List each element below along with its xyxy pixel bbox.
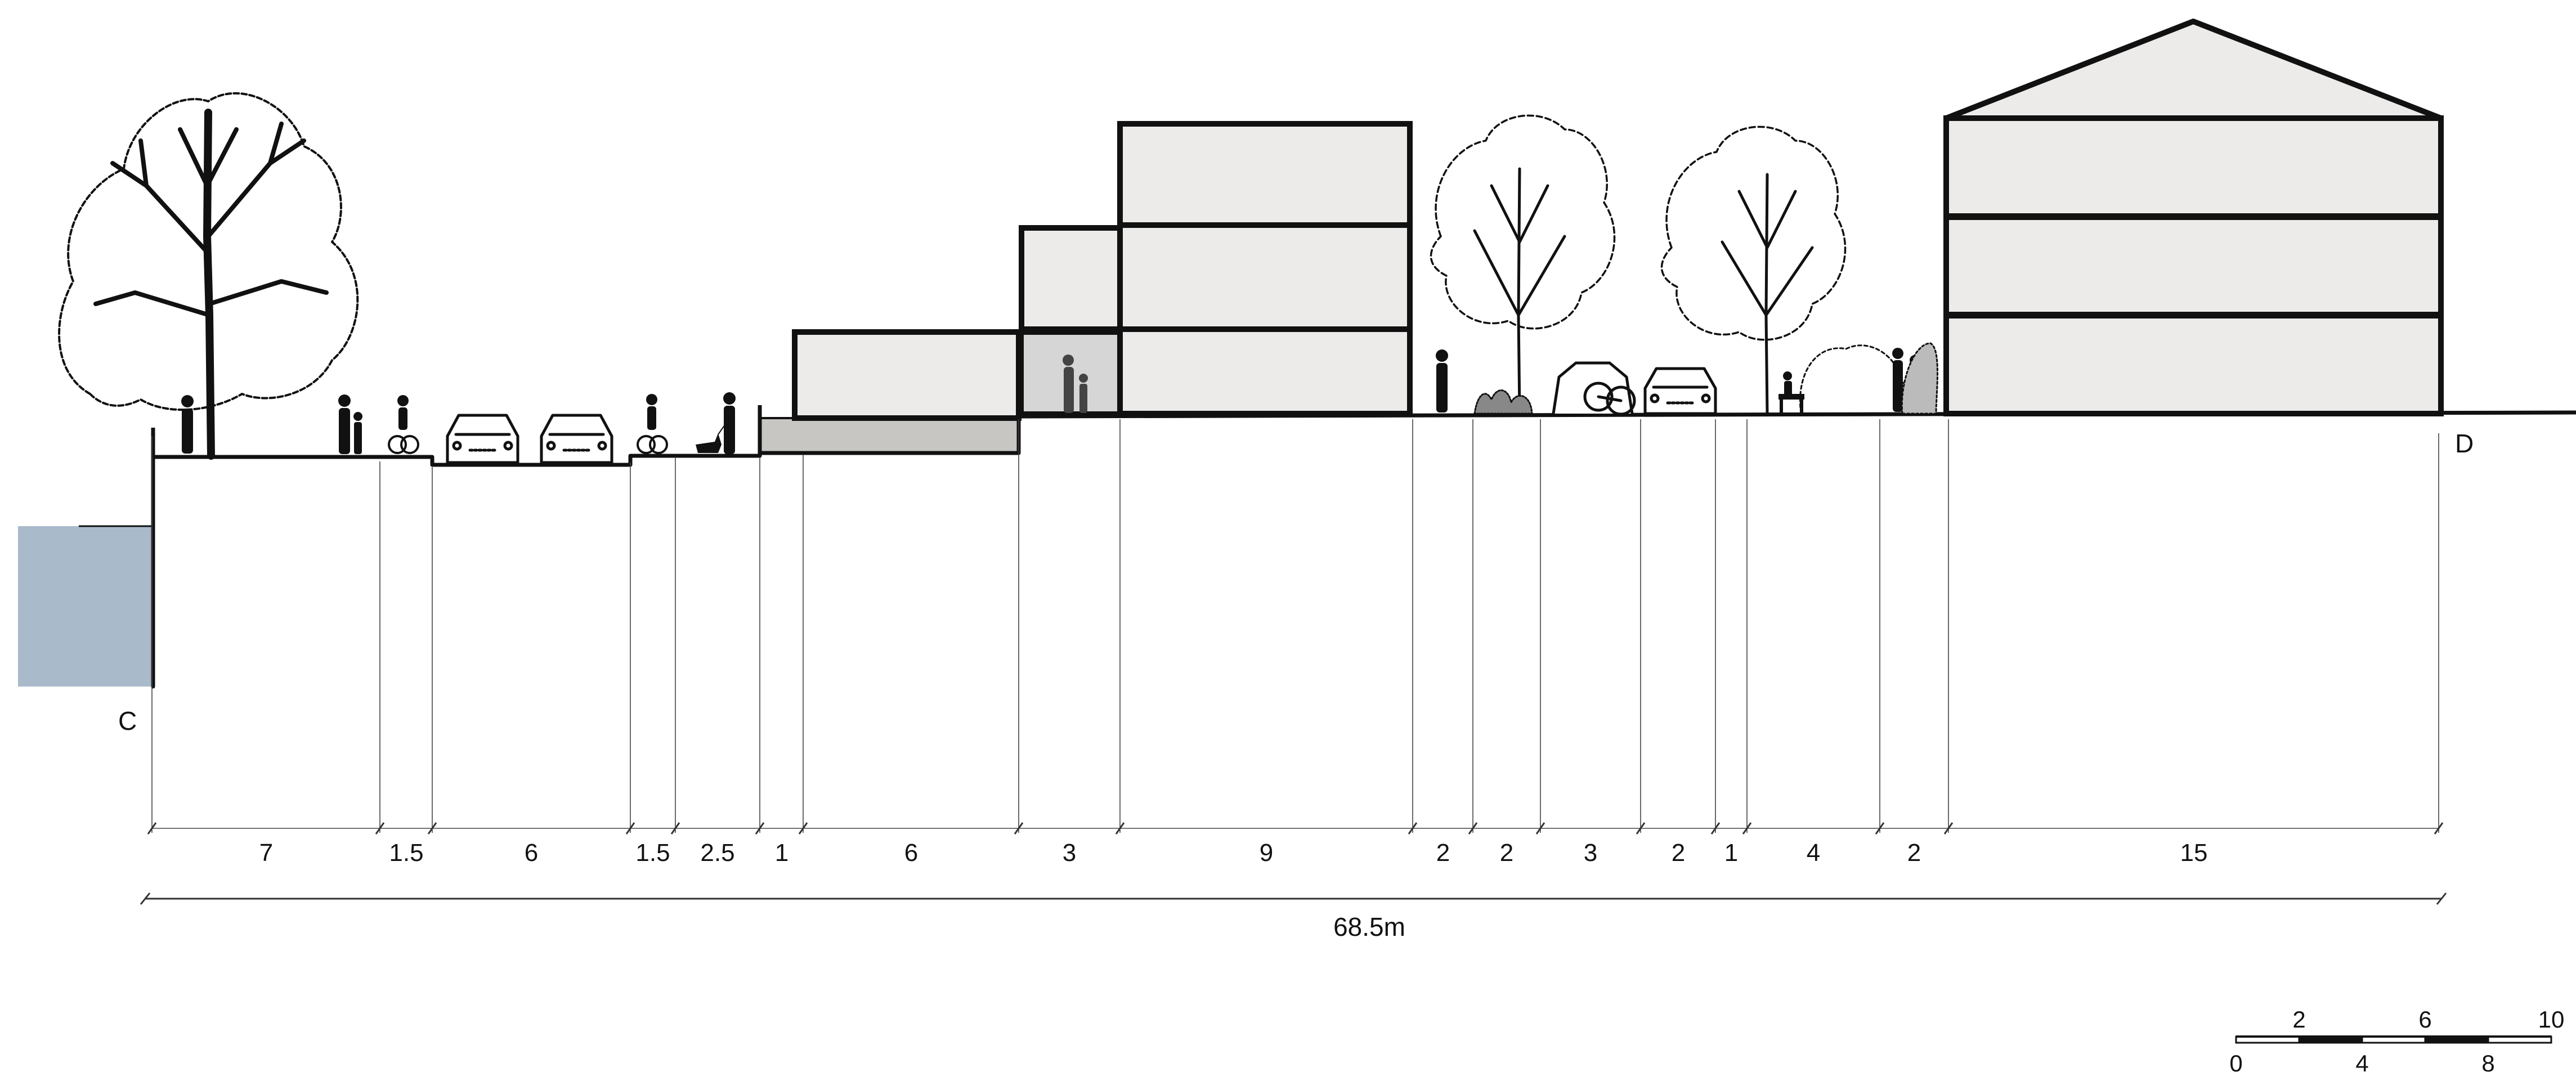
dimension-ticks (147, 822, 2444, 835)
scale-label-lower: 0 (2229, 1050, 2242, 1076)
dimension-tick (1115, 822, 1125, 835)
car-icon (540, 414, 613, 464)
scale-bar: 2 6 10 0 4 8 (2229, 1006, 2564, 1076)
dimension-tick (625, 822, 635, 835)
shrub-icon (1799, 342, 1938, 415)
segment-label: 2 (1672, 839, 1685, 867)
segment-label: 3 (1584, 839, 1597, 867)
tree-icon (1660, 125, 1847, 415)
building-terrace-low (759, 329, 1022, 454)
segment-label: 1.5 (389, 839, 423, 867)
person-icon (338, 394, 362, 454)
dimension-tick (1535, 822, 1545, 835)
car-icon (1643, 367, 1717, 415)
dimension-extension-lines (151, 419, 2439, 833)
car-icon (446, 414, 519, 464)
dimension-tick (1636, 822, 1646, 835)
total-length-label: 68.5m (1333, 912, 1405, 941)
segment-label: 1.5 (635, 839, 670, 867)
dimension-tick (755, 822, 765, 835)
bicycle-icon (1552, 361, 1636, 416)
segment-label: 1 (1724, 839, 1738, 867)
bicycle-icon (388, 395, 419, 454)
dimension-tick (1468, 822, 1478, 835)
segment-label: 15 (2180, 839, 2208, 867)
person-icon (181, 395, 194, 454)
segment-label: 2 (1436, 839, 1450, 867)
segment-label: 7 (259, 839, 273, 867)
water-body (18, 526, 153, 687)
segment-label: 4 (1807, 839, 1820, 867)
scale-label-lower: 4 (2355, 1050, 2368, 1076)
person-icon (1436, 349, 1448, 412)
bicycle-icon (637, 394, 668, 454)
dimension-tick (1875, 822, 1885, 835)
segment-label: 6 (525, 839, 538, 867)
tree-icon (1430, 114, 1616, 415)
segment-label: 3 (1063, 839, 1076, 867)
dimension-tick (375, 822, 385, 835)
scale-label-lower: 8 (2481, 1050, 2494, 1076)
segment-label: 6 (904, 839, 918, 867)
person-icon (1063, 355, 1088, 413)
dimension-tick (798, 822, 808, 835)
dimension-tick (670, 822, 680, 835)
dimension-tick (1943, 822, 1954, 835)
building-terrace-high (1022, 121, 1413, 416)
dog-walker-icon (696, 392, 736, 454)
scale-label-upper: 2 (2292, 1006, 2305, 1033)
dimension-tick (2434, 822, 2444, 835)
segment-label: 2 (1500, 839, 1513, 867)
scale-label-upper: 10 (2538, 1006, 2565, 1033)
section-point-start: C (118, 706, 137, 735)
segment-label: 2.5 (700, 839, 734, 867)
segment-label: 1 (775, 839, 789, 867)
dimension-tick (147, 822, 157, 835)
tree-icon (58, 92, 359, 460)
dimension-tick (427, 822, 437, 835)
scale-label-upper: 6 (2418, 1006, 2431, 1033)
segment-labels: 7 1.5 6 1.5 2.5 1 6 3 9 2 2 3 2 1 4 2 15 (259, 839, 2208, 867)
building-pitched-roof (1943, 19, 2444, 416)
segment-label: 2 (1907, 839, 1921, 867)
dimension-tick (1710, 822, 1721, 835)
bench-icon (1778, 371, 1804, 413)
dimension-tick (1014, 822, 1024, 835)
shrub-icon (1473, 389, 1533, 415)
dimension-tick (1408, 822, 1418, 835)
dimension-tick (1742, 822, 1752, 835)
segment-label: 9 (1260, 839, 1273, 867)
section-point-end: D (2455, 429, 2474, 458)
